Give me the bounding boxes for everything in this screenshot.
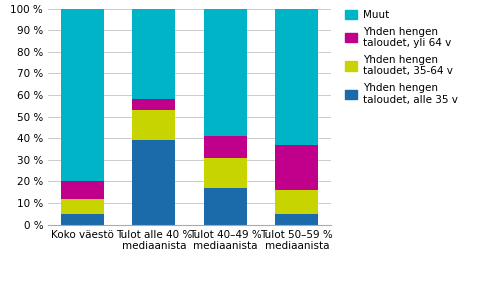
Bar <box>204 158 247 188</box>
Bar <box>276 145 318 190</box>
Bar <box>61 199 104 214</box>
Legend: Muut, Yhden hengen
taloudet, yli 64 v, Yhden hengen
taloudet, 35-64 v, Yhden hen: Muut, Yhden hengen taloudet, yli 64 v, Y… <box>345 10 457 105</box>
Bar <box>132 99 175 110</box>
Bar <box>276 214 318 225</box>
Bar <box>204 136 247 158</box>
Bar <box>204 188 247 225</box>
Bar <box>132 9 175 99</box>
Bar <box>276 190 318 214</box>
Bar <box>204 9 247 136</box>
Bar <box>61 181 104 199</box>
Bar <box>132 141 175 225</box>
Bar <box>61 9 104 181</box>
Bar <box>132 110 175 141</box>
Bar <box>61 214 104 225</box>
Bar <box>276 9 318 145</box>
